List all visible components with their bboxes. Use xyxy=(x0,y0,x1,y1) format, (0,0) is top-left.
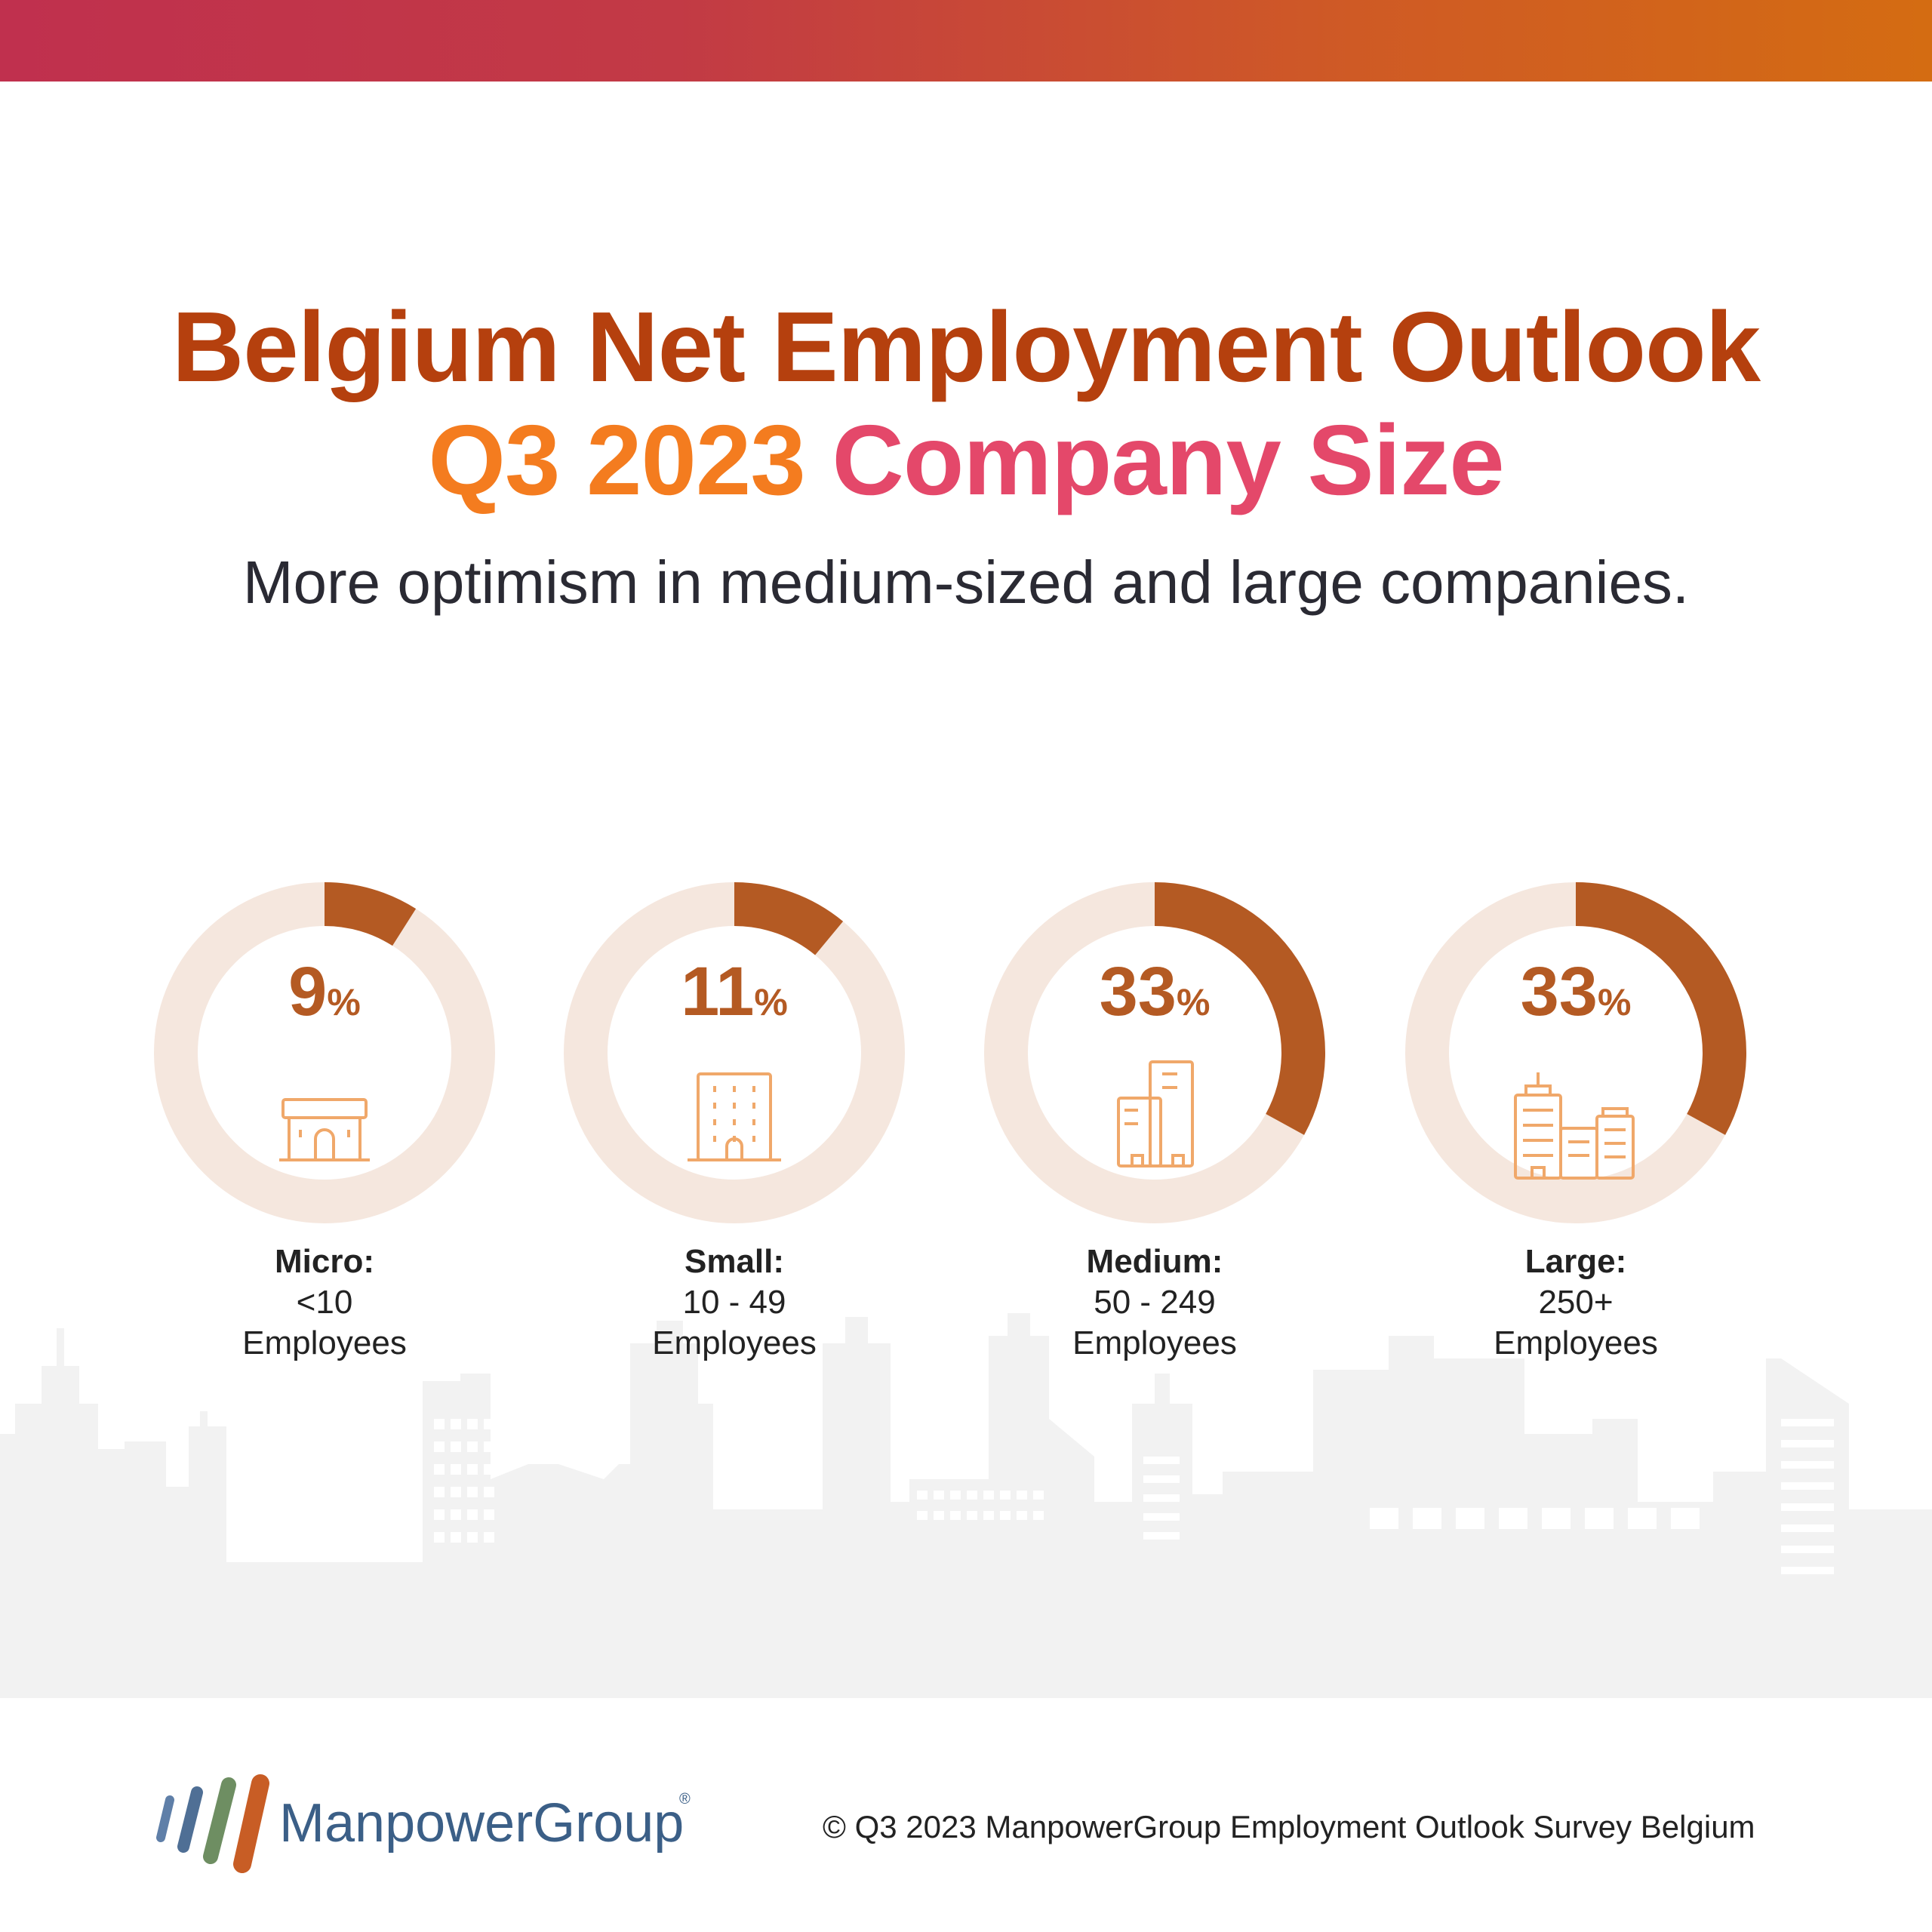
donut-chart-3: 33% xyxy=(984,882,1325,1223)
copyright-notice: © Q3 2023 ManpowerGroup Employment Outlo… xyxy=(823,1809,1755,1844)
category-unit: Employees xyxy=(1072,1324,1237,1361)
city-buildings-icon xyxy=(1514,1072,1635,1180)
category-unit: Employees xyxy=(242,1324,407,1361)
top-gradient-bar xyxy=(0,0,1932,82)
category-unit: Employees xyxy=(652,1324,817,1361)
donut-value-arc xyxy=(324,882,417,946)
topic-label: Company Size xyxy=(832,405,1504,515)
donut-value-arc xyxy=(734,882,844,955)
category-name: Medium: xyxy=(1086,1243,1223,1280)
page-title: Belgium Net Employment Outlook xyxy=(171,291,1761,402)
page-subtitle-heading: Q3 2023 Company Size xyxy=(0,404,1932,517)
donut-value-label: 9% xyxy=(288,953,361,1030)
donut-value-label: 33% xyxy=(1100,953,1211,1030)
donut-track xyxy=(154,882,495,1223)
category-name: Small: xyxy=(684,1243,785,1280)
twin-towers-icon xyxy=(1117,1060,1194,1168)
category-range: 10 - 49 xyxy=(682,1284,786,1321)
category-unit: Employees xyxy=(1494,1324,1658,1361)
donut-value-label: 33% xyxy=(1521,953,1632,1030)
donut-value-arc xyxy=(1154,882,1325,1135)
company-size-donut-charts: 9% 11% 33% 33% xyxy=(154,882,1746,1223)
donut-value-arc xyxy=(1575,882,1746,1135)
manpowergroup-logo: ManpowerGroup ® xyxy=(156,1774,691,1873)
city-skyline-background xyxy=(0,1313,1932,1698)
category-label-2: Small: 10 - 49 Employees xyxy=(546,1241,923,1364)
registered-mark: ® xyxy=(679,1791,691,1807)
tagline: More optimism in medium-sized and large … xyxy=(242,549,1690,616)
category-range: <10 xyxy=(296,1284,353,1321)
category-range: 250+ xyxy=(1538,1284,1614,1321)
logo-wordmark: ManpowerGroup xyxy=(279,1793,684,1854)
donut-value-label: 11% xyxy=(681,953,788,1030)
category-label-1: Micro: <10 Employees xyxy=(136,1241,513,1364)
small-shop-icon xyxy=(279,1098,370,1161)
donut-chart-4: 33% xyxy=(1405,882,1746,1223)
donut-chart-1: 9% xyxy=(154,882,495,1223)
category-label-3: Medium: 50 - 249 Employees xyxy=(966,1241,1343,1364)
donut-chart-2: 11% xyxy=(564,882,905,1223)
category-name: Micro: xyxy=(275,1243,374,1280)
category-range: 50 - 249 xyxy=(1094,1284,1216,1321)
donut-track xyxy=(564,882,905,1223)
quarter-label: Q3 2023 xyxy=(428,405,805,515)
category-name: Large: xyxy=(1524,1243,1627,1280)
category-label-4: Large: 250+ Employees xyxy=(1387,1241,1764,1364)
office-building-icon xyxy=(688,1072,781,1161)
manpowergroup-logo-mark xyxy=(156,1774,269,1873)
